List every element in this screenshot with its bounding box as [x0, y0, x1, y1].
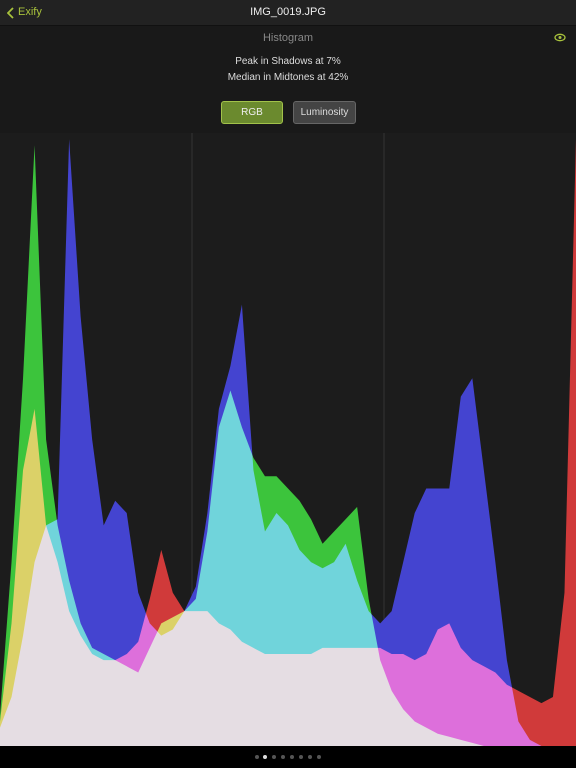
eye-icon[interactable]: [554, 33, 566, 42]
back-button[interactable]: Exify: [18, 6, 42, 18]
rgb-button[interactable]: RGB: [221, 101, 283, 124]
back-chevron[interactable]: [7, 7, 15, 19]
channel-areas: [0, 139, 576, 746]
median-info: Median in Midtones at 42%: [227, 72, 349, 83]
page-indicator: [0, 746, 576, 768]
channel-area: [0, 139, 576, 746]
nav-title: IMG_0019.JPG: [250, 6, 326, 18]
section-title: Histogram: [262, 32, 314, 44]
luminosity-button[interactable]: Luminosity: [293, 101, 356, 124]
histogram: [0, 133, 576, 746]
nav-bar: Exify IMG_0019.JPG: [0, 0, 576, 26]
peak-info: Peak in Shadows at 7%: [235, 56, 341, 67]
page-dots: [255, 755, 321, 759]
